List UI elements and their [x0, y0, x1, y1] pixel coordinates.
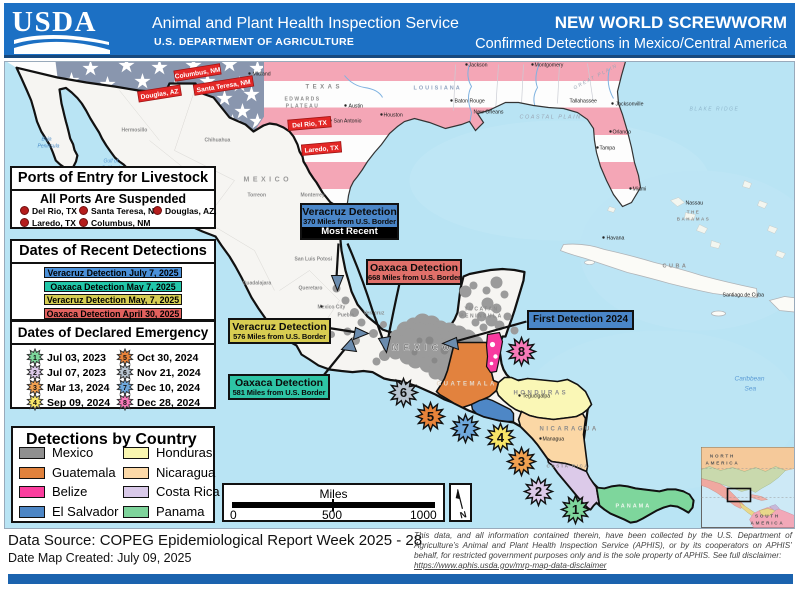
svg-text:8: 8 — [123, 400, 127, 407]
svg-text:Havana: Havana — [607, 236, 625, 242]
svg-text:AMERICA: AMERICA — [750, 521, 784, 526]
svg-text:1: 1 — [572, 502, 579, 517]
svg-text:7: 7 — [462, 421, 469, 436]
svg-text:USDA: USDA — [12, 6, 97, 38]
svg-text:NICARAGUA: NICARAGUA — [540, 427, 599, 433]
svg-text:Gulf of: Gulf of — [104, 159, 119, 165]
svg-text:Orlando: Orlando — [613, 130, 632, 136]
svg-text:San Luis Potosi: San Luis Potosi — [295, 257, 333, 263]
svg-text:Mexico City: Mexico City — [318, 305, 346, 311]
svg-text:Midland: Midland — [253, 72, 271, 78]
svg-text:Queretaro: Queretaro — [299, 286, 323, 292]
svg-text:Baja: Baja — [42, 137, 52, 143]
svg-text:GUATEMALA: GUATEMALA — [437, 382, 497, 388]
svg-text:Baton Rouge: Baton Rouge — [455, 99, 485, 105]
svg-text:LOUISIANA: LOUISIANA — [414, 86, 462, 92]
svg-text:San Antonio: San Antonio — [334, 119, 362, 125]
svg-text:Chihuahua: Chihuahua — [205, 138, 231, 144]
svg-text:Hermosillo: Hermosillo — [122, 128, 148, 134]
svg-text:Montgomery: Montgomery — [535, 63, 564, 69]
svg-text:PENINSULA: PENINSULA — [460, 314, 502, 320]
svg-text:BLAKE RIDGE: BLAKE RIDGE — [690, 107, 740, 113]
svg-text:2: 2 — [535, 484, 542, 499]
svg-text:3: 3 — [33, 385, 37, 392]
svg-text:NORTH: NORTH — [710, 454, 735, 459]
svg-text:Sea: Sea — [745, 386, 757, 393]
svg-text:N: N — [459, 509, 468, 520]
svg-text:Nassau: Nassau — [686, 201, 704, 207]
svg-text:Laredo, TX: Laredo, TX — [304, 145, 339, 155]
svg-text:Austin: Austin — [349, 104, 364, 110]
svg-text:Del Rio, TX: Del Rio, TX — [292, 120, 328, 130]
svg-text:Houston: Houston — [384, 113, 403, 119]
svg-text:6: 6 — [400, 385, 407, 400]
svg-text:Peninsula: Peninsula — [38, 144, 60, 150]
svg-text:COSTA RICA: COSTA RICA — [547, 464, 590, 469]
svg-text:5: 5 — [123, 355, 127, 362]
svg-text:Tallahassee: Tallahassee — [570, 99, 598, 105]
svg-text:TEXAS: TEXAS — [306, 85, 344, 91]
svg-text:HONDURAS: HONDURAS — [514, 391, 569, 397]
svg-text:Santiago de Cuba: Santiago de Cuba — [723, 293, 765, 299]
svg-text:THE: THE — [687, 210, 701, 215]
svg-text:PANAMA: PANAMA — [616, 504, 652, 510]
svg-text:3: 3 — [518, 454, 525, 469]
svg-text:EDWARDS: EDWARDS — [284, 97, 320, 103]
svg-text:2: 2 — [33, 370, 37, 377]
svg-text:Tampa: Tampa — [600, 146, 616, 152]
svg-text:BAHAMAS: BAHAMAS — [677, 217, 711, 222]
svg-text:Guadalajara: Guadalajara — [243, 281, 272, 287]
svg-text:Jacksonville: Jacksonville — [616, 102, 644, 108]
svg-text:MEXICO: MEXICO — [392, 343, 455, 353]
svg-text:1: 1 — [33, 355, 37, 362]
svg-text:Torreon: Torreon — [248, 193, 267, 199]
svg-text:MEXICO: MEXICO — [244, 177, 293, 184]
svg-text:7: 7 — [123, 385, 127, 392]
svg-text:Jackson: Jackson — [469, 63, 488, 69]
svg-text:4: 4 — [33, 400, 37, 407]
svg-text:Miami: Miami — [633, 187, 647, 193]
svg-text:Puebla: Puebla — [338, 313, 355, 319]
svg-text:4: 4 — [497, 430, 505, 445]
svg-text:YUCATAN: YUCATAN — [464, 307, 498, 313]
svg-text:COASTAL PLAIN: COASTAL PLAIN — [520, 115, 582, 121]
svg-text:Tegucigalpa: Tegucigalpa — [523, 394, 551, 400]
svg-text:Caribbean: Caribbean — [735, 376, 765, 383]
svg-text:AMERICA: AMERICA — [705, 461, 739, 466]
svg-text:6: 6 — [123, 370, 127, 377]
svg-text:New Orleans: New Orleans — [474, 110, 504, 116]
svg-text:8: 8 — [518, 344, 525, 359]
svg-text:PLATEAU: PLATEAU — [286, 104, 320, 110]
svg-text:Monterrey: Monterrey — [301, 193, 325, 199]
svg-text:CUBA: CUBA — [663, 264, 689, 270]
svg-text:Managua: Managua — [543, 437, 565, 443]
svg-text:5: 5 — [427, 409, 434, 424]
svg-text:SOUTH: SOUTH — [755, 514, 780, 519]
